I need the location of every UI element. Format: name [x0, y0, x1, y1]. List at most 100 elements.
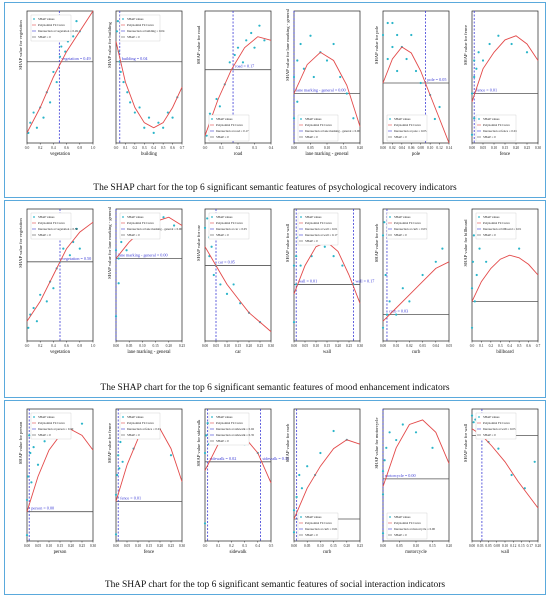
legend-label: Polynomial Fit Curve	[216, 123, 243, 127]
legend-marker	[211, 416, 213, 418]
x-tick-label: 0.15	[330, 544, 336, 548]
x-tick-label: 0.04	[433, 344, 439, 348]
caption-social-interaction: The SHAP chart for the top 6 significant…	[104, 580, 446, 590]
intersection-label: curb = 0.03	[389, 309, 408, 314]
x-tick-label: 0.05	[485, 544, 491, 548]
legend-label: Intersection at sidewalk = 0.35	[216, 433, 255, 437]
legend-label: Polynomial Fit Curve	[305, 521, 332, 525]
legend-box	[386, 512, 428, 540]
data-point	[434, 260, 437, 263]
x-tick-label: 0.4	[51, 146, 56, 150]
data-point	[385, 446, 388, 449]
y-axis-label: SHAP value for building	[107, 21, 112, 67]
x-tick-label: 0.08	[418, 146, 424, 150]
data-point	[396, 69, 399, 73]
data-point	[388, 431, 391, 434]
data-point	[219, 283, 222, 286]
legend-label: SHAP = 0	[483, 135, 496, 139]
x-tick-label: 0.8	[78, 344, 83, 348]
legend-box	[297, 114, 339, 142]
x-tick-label: 0.20	[335, 344, 341, 348]
chart-group-psychological-recovery: vegetation = 0.49 0.0 0.2 0.4 0.6 0.8 1.0 veget…	[18, 8, 541, 157]
data-point	[292, 321, 296, 324]
x-tick-label: 0.10	[491, 146, 497, 150]
data-point	[410, 33, 413, 37]
y-axis-label: SHAP value for person	[18, 421, 23, 464]
legend-label: SHAP = 0	[394, 533, 407, 537]
data-point	[395, 438, 398, 442]
legend-label: SHAP values	[127, 415, 144, 419]
chart-lane-marking-general: lane marking - general = 0.00 0.00 0.05 0.1…	[107, 206, 185, 355]
x-tick-label: 0.5	[161, 146, 166, 150]
y-axis-label: SHAP value for lane marking - general	[107, 206, 112, 278]
legend-label: Intersection at building = 0.04	[127, 29, 165, 33]
x-tick-label: 0.00	[113, 544, 119, 548]
x-tick-label: 0.25	[168, 544, 174, 548]
legend-label: Intersection at wall = 0.17	[305, 233, 338, 237]
chart-billboard: 0.0 0.1 0.2 0.3 0.4 0.5 0.6 0.7 billboard SHAP va…	[463, 208, 540, 355]
data-point	[125, 249, 128, 252]
data-point	[292, 117, 296, 120]
x-tick-label: 0.4	[507, 344, 512, 348]
data-point	[296, 100, 299, 103]
data-point	[43, 440, 46, 443]
data-point	[299, 264, 302, 267]
x-tick-label: 0.2	[133, 146, 138, 150]
x-tick-label: 0.05	[396, 544, 402, 548]
data-point	[42, 116, 45, 119]
legend-label: Polynomial Fit Curve	[38, 23, 65, 27]
legend-label: SHAP = 0	[483, 233, 496, 237]
y-axis-label: SHAP value for motorcycle	[374, 418, 379, 469]
data-point	[473, 75, 476, 79]
data-point	[147, 116, 151, 119]
y-axis-label: SHAP value for pole	[374, 26, 379, 64]
data-point	[395, 313, 398, 316]
legend-label: Polynomial Fit Curve	[305, 221, 332, 225]
x-tick-label: 0.14	[446, 146, 452, 150]
data-point	[203, 522, 207, 525]
legend-marker	[300, 216, 302, 218]
caption-psychological-recovery: The SHAP chart for the top 6 significant…	[93, 183, 457, 193]
x-tick-label: 0.30	[535, 146, 541, 150]
data-point	[55, 80, 58, 84]
legend-label: SHAP values	[394, 117, 411, 121]
x-tick-label: 0.20	[357, 146, 363, 150]
data-point	[138, 106, 141, 109]
x-tick-label: 0.10	[324, 146, 330, 150]
x-tick-label: 0.00	[469, 544, 475, 548]
data-point	[352, 117, 355, 120]
x-tick-label: 0.00	[380, 544, 386, 548]
x-axis-label: sidewalk	[229, 550, 247, 555]
data-point	[129, 101, 132, 104]
y-axis-label: SHAP value for vegetation	[18, 218, 23, 268]
legend-box	[119, 14, 161, 42]
data-point	[114, 249, 118, 252]
data-point	[32, 306, 35, 310]
data-point	[122, 80, 125, 84]
x-tick-label: 0.0	[25, 344, 30, 348]
data-point	[525, 51, 529, 54]
x-tick-label: 0.05	[480, 146, 486, 150]
data-point	[32, 446, 35, 449]
data-point	[306, 465, 309, 468]
legend-label: Polynomial Fit Curve	[394, 221, 421, 225]
x-tick-label: 0.25	[179, 344, 185, 348]
intersection-label: pole = 0.05	[427, 77, 446, 82]
data-point	[386, 21, 389, 25]
data-point	[381, 326, 385, 329]
x-tick-label: 0.00	[380, 344, 386, 348]
intersection-label: wall = 0.17	[355, 278, 374, 283]
chart-sidewalk: sidewalk = 0.02 sidewalk = 0.35 0.0 0.1 0.2 0…	[196, 408, 289, 555]
x-tick-label: 0.1	[219, 146, 224, 150]
data-point	[49, 101, 52, 104]
y-axis-label: SHAP value for billboard	[463, 219, 468, 267]
x-tick-label: 0.2	[229, 544, 234, 548]
data-point	[295, 255, 298, 258]
legend-label: Intersection at curb = 0.03	[394, 227, 427, 231]
legend-label: SHAP values	[216, 117, 233, 121]
chart-lane-marking-general: lane marking - general = 0.00 0.00 0.05 0.1…	[285, 8, 363, 157]
data-point	[472, 234, 475, 237]
legend-label: Polynomial Fit Curve	[483, 123, 510, 127]
legend-box	[30, 412, 72, 440]
intersection-label: vegetation = 0.49	[61, 56, 90, 61]
